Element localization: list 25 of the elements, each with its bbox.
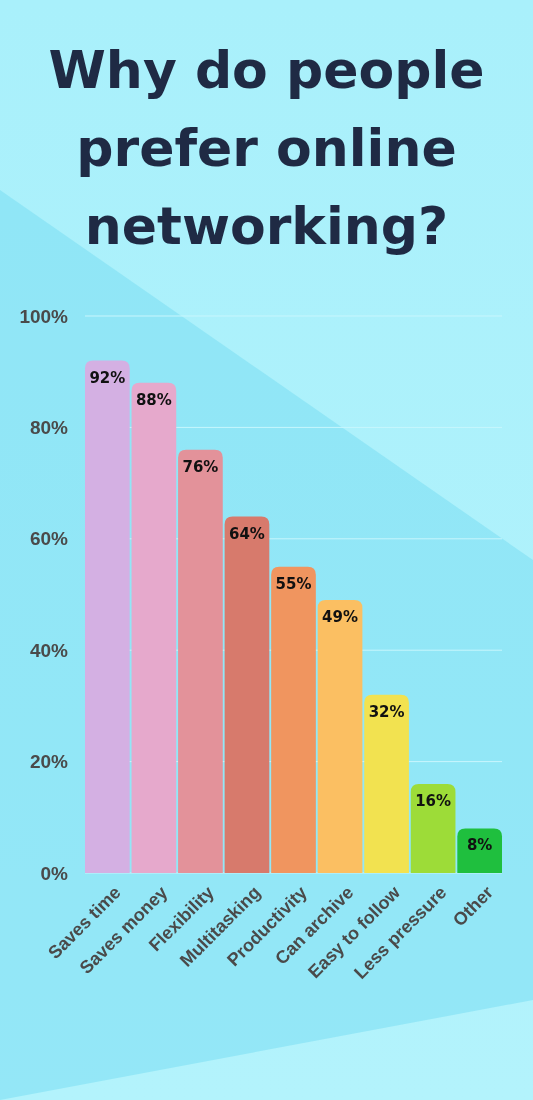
data-label: 92% (89, 368, 126, 387)
bar (178, 449, 223, 873)
data-label: 49% (322, 608, 358, 627)
y-tick-label: 80% (29, 416, 69, 438)
y-tick-label: 20% (29, 751, 69, 773)
chart-title: Why do people prefer online networking? (48, 40, 485, 256)
bar (85, 360, 130, 873)
data-label: 32% (368, 702, 405, 721)
y-tick-label: 100% (19, 305, 69, 327)
data-label: 64% (229, 524, 265, 543)
bar (131, 382, 177, 873)
y-tick-label: 0% (40, 862, 69, 884)
bar (457, 828, 502, 873)
bar (317, 600, 363, 873)
bar (271, 566, 316, 873)
bar (224, 516, 270, 873)
bar (364, 694, 409, 873)
y-tick-label: 60% (29, 528, 69, 550)
y-tick-label: 40% (29, 639, 69, 661)
data-label: 8% (466, 836, 493, 855)
data-label: 88% (135, 390, 172, 409)
data-label: 76% (182, 457, 219, 476)
data-label: 55% (275, 574, 312, 593)
data-label: 16% (415, 791, 452, 810)
bar (410, 783, 456, 873)
